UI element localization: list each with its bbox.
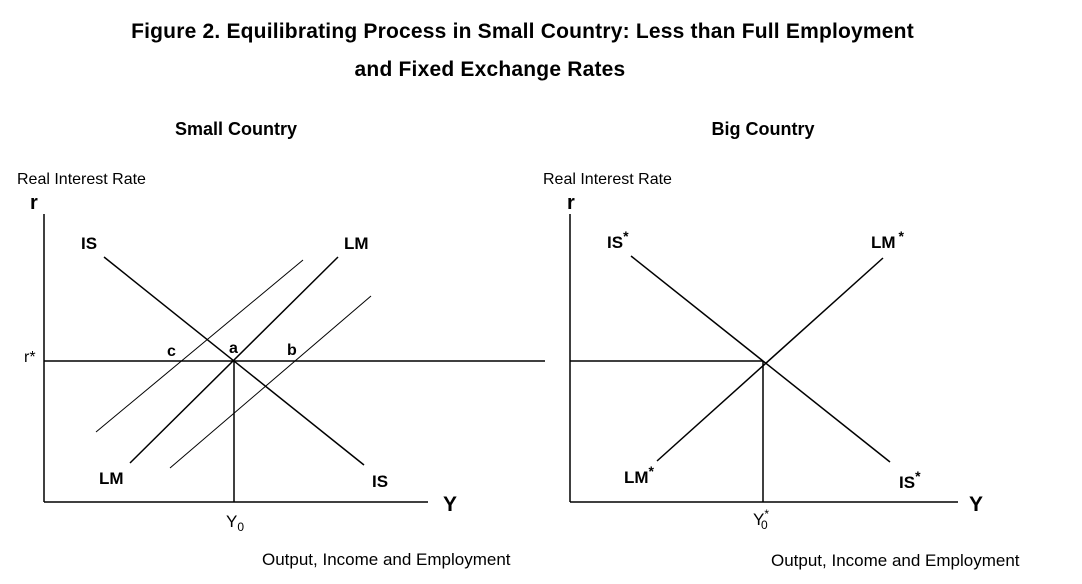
big-x-axis-symbol: Y: [969, 493, 983, 516]
small-y-axis-title: Real Interest Rate: [17, 171, 146, 188]
small-lm-bottom-label: LM: [99, 469, 124, 488]
small-r-star-label: r*: [24, 349, 36, 366]
small-y-axis-symbol: r: [30, 192, 38, 214]
small-x-axis-symbol: Y: [443, 493, 457, 516]
figure-title-line1: Figure 2. Equilibrating Process in Small…: [131, 20, 914, 43]
big-is-bottom-label: IS*: [899, 468, 921, 492]
small-is-bottom-label: IS: [372, 472, 388, 491]
small-x-axis-title: Output, Income and Employment: [262, 550, 511, 569]
small-point-a-label: a: [229, 340, 238, 357]
big-country-panel: Big Country Real Interest Rate r Y Y* 0 I…: [543, 119, 1020, 570]
big-is-curve: [630, 255, 891, 463]
small-point-c-label: c: [167, 343, 176, 360]
big-lm-bottom-label: LM*: [624, 463, 655, 487]
small-y0-label: Y0: [226, 512, 244, 534]
small-lm-curve-right: [169, 295, 372, 469]
small-lm-curve-left: [95, 259, 304, 433]
big-x-axis-title: Output, Income and Employment: [771, 551, 1020, 570]
big-country-heading: Big Country: [712, 119, 815, 139]
small-country-heading: Small Country: [175, 119, 297, 139]
small-lm-top-label: LM: [344, 234, 369, 253]
small-is-top-label: IS: [81, 234, 97, 253]
big-is-top-label: IS*: [607, 228, 629, 252]
big-y-axis-symbol: r: [567, 192, 575, 214]
big-lm-curve: [656, 257, 884, 462]
big-lm-top-label: LM *: [871, 228, 905, 252]
small-lm-curve: [129, 256, 339, 464]
small-country-panel: Small Country Real Interest Rate r Y r* …: [17, 119, 545, 569]
small-point-b-label: b: [287, 342, 297, 359]
big-y0-label: Y* 0: [753, 507, 769, 532]
figure-title-line2: and Fixed Exchange Rates: [354, 58, 626, 81]
big-y-axis-title: Real Interest Rate: [543, 171, 672, 188]
